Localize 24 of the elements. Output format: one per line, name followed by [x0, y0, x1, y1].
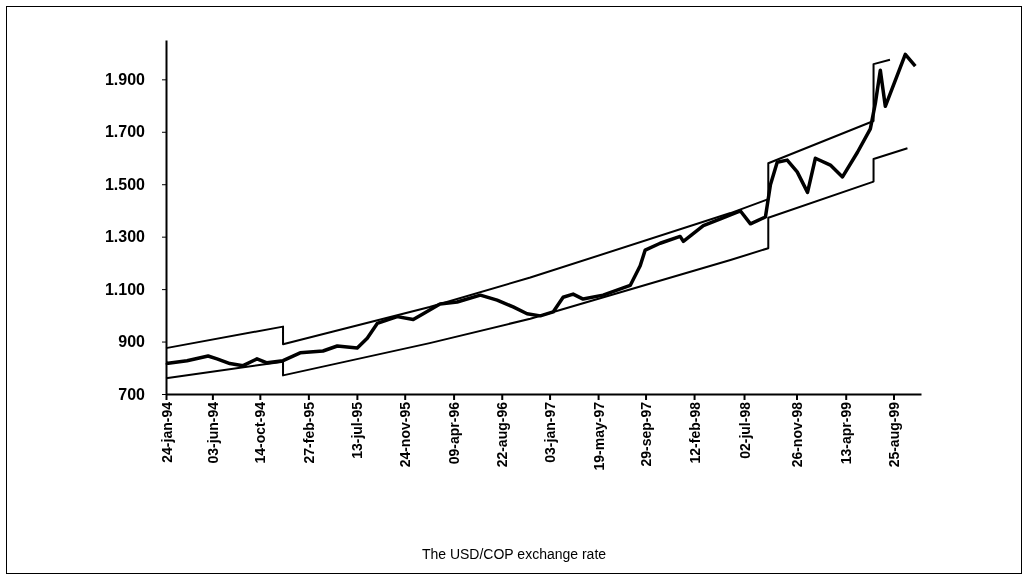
- x-tick-label: 03-jan-97: [542, 401, 559, 463]
- x-tick-label: 02-jul-98: [736, 401, 753, 459]
- x-tick-label: 22-aug-96: [494, 401, 511, 468]
- x-tick-label: 29-sep-97: [638, 401, 655, 467]
- x-tick-label: 13-apr-99: [838, 401, 855, 465]
- y-tick-label: 1.300: [104, 228, 146, 246]
- x-tick-label: 13-jul-95: [349, 401, 366, 459]
- x-tick-label: 19-may-97: [590, 401, 607, 471]
- x-tick-label: 12-feb-98: [686, 401, 703, 464]
- x-tick-label: 26-nov-98: [788, 401, 805, 468]
- y-tick-label: 700: [118, 385, 146, 403]
- x-tick-label: 24-jan-94: [158, 401, 175, 463]
- x-tick-label: 14-oct-94: [252, 401, 269, 464]
- y-tick-label: 1.900: [104, 70, 146, 88]
- x-tick-label: 27-feb-95: [300, 401, 317, 464]
- y-tick-label: 1.700: [104, 123, 146, 141]
- x-tick-label: 09-apr-96: [446, 401, 463, 465]
- text: The USD/COP exchange rate: [421, 546, 607, 562]
- y-tick-label: 1.100: [104, 280, 146, 298]
- x-tick-label: 03-jun-94: [204, 401, 221, 464]
- x-tick-label: 25-aug-99: [886, 401, 903, 468]
- y-tick-label: 1.500: [104, 175, 146, 193]
- x-tick-label: 24-nov-95: [397, 401, 414, 468]
- y-tick-label: 900: [118, 333, 146, 351]
